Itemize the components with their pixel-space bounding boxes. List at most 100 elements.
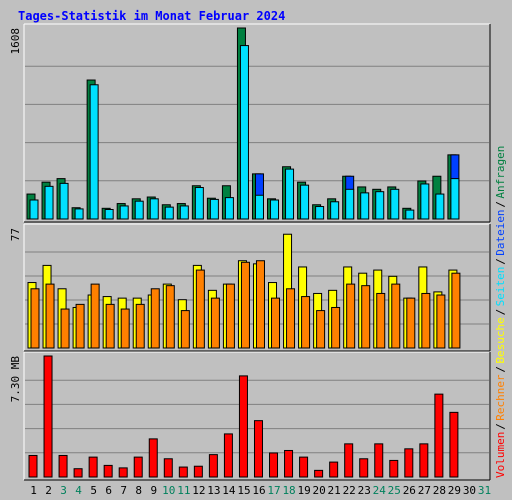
bar-volumen — [299, 456, 309, 478]
bar-volumen — [269, 452, 279, 478]
bar-seiten — [119, 205, 129, 220]
bar-seiten — [179, 205, 189, 220]
day-label: 7 — [120, 484, 127, 497]
bar-besuche — [286, 288, 296, 349]
bar-besuche — [30, 288, 40, 349]
bar-seiten — [420, 183, 430, 220]
day-label: 31 — [478, 484, 491, 497]
bar-seiten — [209, 198, 219, 220]
legend-rechner: Rechner — [494, 374, 507, 421]
bar-seiten — [390, 188, 400, 220]
day-label: 15 — [237, 484, 250, 497]
day-label: 22 — [343, 484, 356, 497]
legend-separator: / — [494, 309, 507, 316]
day-label: 30 — [463, 484, 476, 497]
bar-seiten — [375, 191, 385, 220]
bar-seiten — [270, 199, 280, 220]
bar-volumen — [359, 458, 369, 478]
legend-separator: / — [494, 258, 507, 265]
day-label: 12 — [192, 484, 205, 497]
panel-max-label: 7.30 MB — [9, 356, 22, 403]
day-label: 19 — [297, 484, 310, 497]
bar-volumen — [28, 454, 38, 478]
bar-seiten — [104, 208, 114, 220]
day-label: 5 — [90, 484, 97, 497]
bar-volumen — [103, 464, 113, 478]
day-label: 29 — [448, 484, 461, 497]
bar-volumen — [329, 461, 339, 478]
legend-separator: / — [494, 423, 507, 430]
bar-besuche — [105, 303, 115, 349]
bar-besuche — [406, 297, 416, 349]
bar-seiten — [29, 199, 39, 220]
bar-besuche — [180, 310, 190, 349]
day-label: 3 — [60, 484, 67, 497]
bar-besuche — [75, 303, 85, 349]
day-label: 6 — [105, 484, 112, 497]
bar-volumen — [374, 443, 384, 478]
bar-volumen — [73, 468, 83, 478]
bar-volumen — [193, 465, 203, 478]
day-label: 16 — [252, 484, 265, 497]
legend-separator: / — [494, 366, 507, 373]
bar-besuche — [316, 310, 326, 349]
legend-anfragen: Anfragen — [494, 146, 507, 199]
bar-seiten — [300, 184, 310, 220]
bar-seiten — [149, 198, 159, 220]
bar-seiten — [59, 182, 69, 220]
bar-volumen — [419, 443, 429, 478]
legend-besuche: Besuche — [494, 317, 507, 363]
day-label: 25 — [388, 484, 401, 497]
bar-seiten — [74, 208, 84, 220]
bar-besuche — [45, 283, 55, 349]
bar-volumen — [238, 375, 248, 478]
bar-volumen — [163, 458, 173, 478]
day-label: 1 — [30, 484, 37, 497]
bar-seiten — [405, 209, 415, 220]
bar-volumen — [133, 456, 143, 478]
bar-besuche — [421, 292, 431, 349]
bar-volumen — [148, 438, 158, 478]
bar-seiten — [360, 192, 370, 220]
panel-max-label: 77 — [9, 228, 22, 241]
bar-seiten — [134, 200, 144, 220]
bar-seiten — [194, 187, 204, 220]
bar-besuche — [436, 294, 446, 349]
bar-besuche — [60, 308, 70, 349]
bar-volumen — [434, 393, 444, 478]
day-label: 21 — [328, 484, 341, 497]
bar-besuche — [150, 288, 160, 349]
bar-volumen — [88, 456, 98, 478]
bar-besuche — [451, 272, 461, 349]
bar-seiten — [330, 201, 340, 220]
legend-dateien: Dateien — [494, 209, 507, 255]
bar-seiten — [239, 45, 249, 220]
bar-seiten — [450, 178, 460, 220]
bar-besuche — [225, 283, 235, 349]
bar-besuche — [135, 303, 145, 349]
bar-volumen — [118, 467, 128, 478]
day-label: 27 — [418, 484, 431, 497]
bar-besuche — [255, 260, 265, 349]
day-label: 23 — [358, 484, 371, 497]
bar-seiten — [44, 185, 54, 220]
bar-volumen — [449, 411, 459, 478]
bar-seiten — [164, 206, 174, 220]
bar-besuche — [301, 296, 311, 349]
bar-besuche — [165, 285, 175, 349]
bar-volumen — [253, 420, 263, 478]
bar-seiten — [435, 193, 445, 220]
bar-besuche — [210, 297, 220, 349]
day-label: 26 — [403, 484, 416, 497]
day-label: 9 — [150, 484, 157, 497]
bar-besuche — [361, 285, 371, 349]
bar-besuche — [376, 292, 386, 349]
bar-volumen — [208, 454, 218, 478]
day-label: 2 — [45, 484, 52, 497]
bar-volumen — [389, 459, 399, 478]
bar-volumen — [58, 454, 68, 478]
day-label: 11 — [177, 484, 190, 497]
bar-seiten — [315, 206, 325, 220]
panel-max-label: 1608 — [9, 28, 22, 55]
